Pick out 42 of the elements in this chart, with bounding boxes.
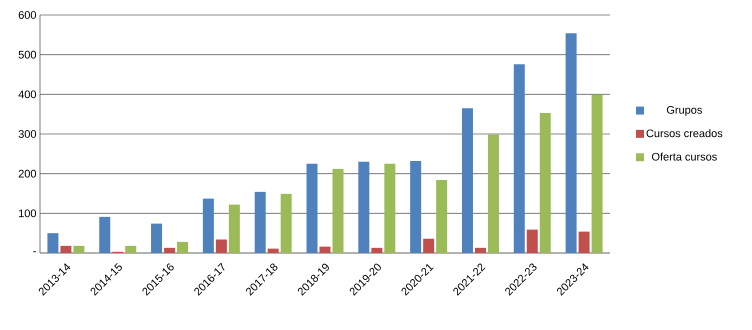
bar [578, 232, 590, 253]
y-tick-label: 300 [18, 130, 36, 138]
y-tick-label: 100 [19, 209, 36, 218]
y-tick-label: 600 [18, 11, 36, 19]
bar [474, 248, 486, 253]
bar [254, 192, 266, 253]
bar [47, 233, 58, 253]
bar [384, 164, 396, 253]
bar [371, 248, 382, 253]
bar [151, 224, 162, 253]
bar [540, 112, 551, 253]
bar [358, 162, 370, 253]
bar [526, 230, 538, 253]
bar [488, 134, 499, 253]
bar [410, 160, 422, 253]
bar [60, 246, 72, 253]
bar [566, 33, 577, 253]
y-tick-label: 400 [18, 90, 36, 98]
bar [320, 246, 331, 253]
bar [73, 246, 84, 253]
legend-label: Oferta cursos [652, 152, 717, 161]
bar [423, 238, 434, 253]
bar [202, 198, 214, 253]
bar [280, 194, 292, 253]
y-tick-label: 500 [18, 50, 36, 59]
bar [306, 164, 318, 253]
y-tick-label: - [33, 251, 36, 252]
bar [164, 248, 176, 253]
bar [436, 180, 448, 253]
y-tick-label: 200 [18, 170, 36, 178]
bar [216, 240, 227, 253]
bar [177, 242, 188, 253]
bar [514, 64, 525, 253]
legend-label: Cursos creados [646, 129, 722, 138]
bar [592, 94, 603, 253]
bar [99, 216, 110, 253]
bar [125, 246, 136, 253]
legend-label: Grupos [666, 106, 702, 116]
bar [268, 248, 279, 253]
bar [332, 168, 344, 253]
bar [228, 204, 240, 253]
bar [462, 108, 473, 253]
